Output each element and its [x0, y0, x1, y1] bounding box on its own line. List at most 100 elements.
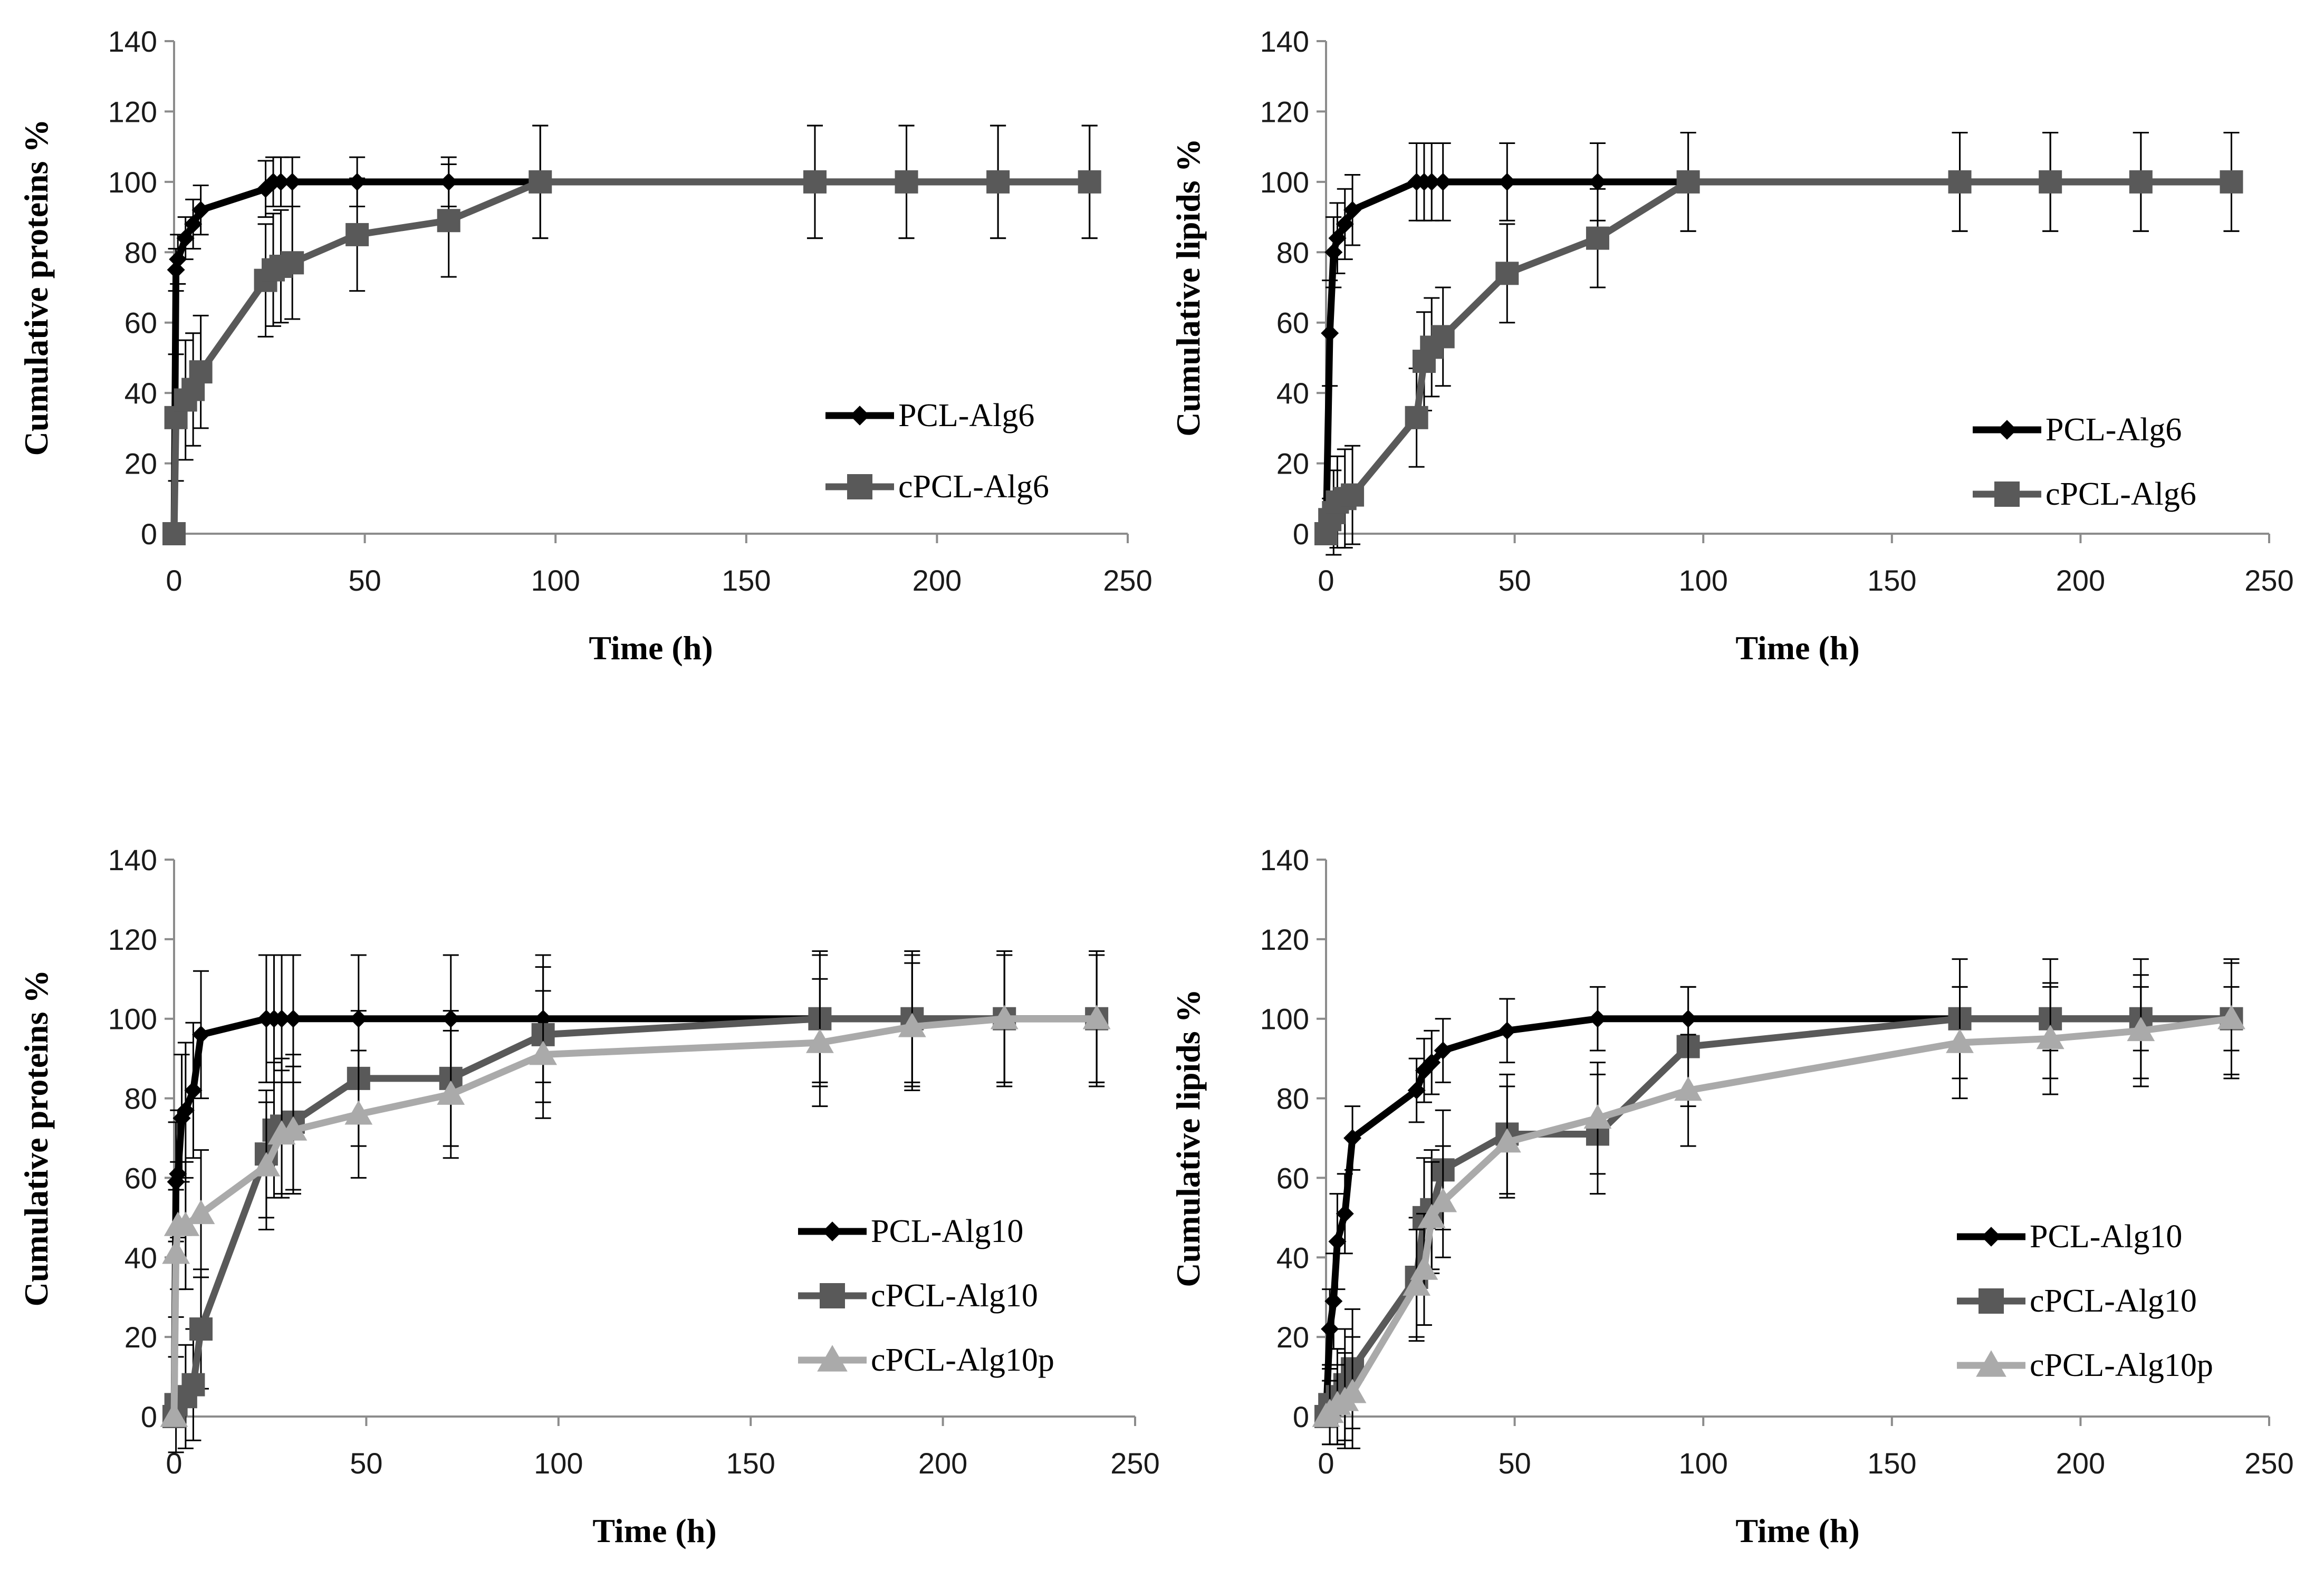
y-tick-label: 140 [108, 25, 157, 58]
data-point [162, 522, 186, 545]
legend-marker [1997, 420, 2017, 440]
legend-item: cPCL-Alg10 [1957, 1283, 2197, 1319]
legend-item: cPCL-Alg6 [1973, 476, 2196, 512]
legend-marker [1976, 1350, 2006, 1377]
x-tick-label: 100 [531, 564, 580, 597]
data-point [2039, 170, 2062, 194]
data-point [344, 1100, 373, 1125]
data-point [169, 250, 187, 268]
data-point [1403, 1271, 1431, 1296]
data-point [990, 1005, 1019, 1029]
data-point [1336, 1205, 1354, 1223]
legend-item: PCL-Alg10 [798, 1213, 1023, 1249]
x-tick-label: 250 [2244, 1447, 2293, 1480]
x-tick-label: 100 [1678, 1447, 1727, 1480]
data-point [1498, 1022, 1516, 1040]
data-point [1588, 172, 1607, 191]
x-axis-title: Time (h) [1735, 1512, 1859, 1549]
y-axis-title: Cumulative lipids % [1169, 138, 1207, 436]
y-tick-label: 120 [1260, 923, 1309, 956]
y-tick-label: 80 [1276, 236, 1309, 269]
data-point [1324, 1292, 1343, 1311]
y-tick-label: 60 [1276, 306, 1309, 340]
data-point [283, 172, 302, 191]
x-tick-label: 200 [918, 1447, 967, 1480]
y-tick-label: 120 [1260, 95, 1309, 128]
x-tick-label: 100 [534, 1447, 583, 1480]
data-point [189, 360, 213, 384]
legend-marker [1979, 1288, 2004, 1314]
data-point [1493, 1128, 1521, 1153]
legend-marker [822, 1221, 842, 1241]
data-point [162, 1239, 190, 1264]
data-point [529, 1041, 558, 1065]
y-tick-label: 120 [108, 95, 157, 128]
y-tick-label: 60 [124, 1161, 157, 1195]
data-point [1328, 1232, 1347, 1251]
y-tick-label: 20 [124, 1321, 157, 1354]
data-point [2217, 1005, 2245, 1029]
legend-marker [1994, 481, 2020, 507]
data-point [1423, 1053, 1441, 1072]
data-point [345, 223, 369, 246]
data-point [281, 251, 304, 275]
x-tick-label: 50 [1498, 1447, 1531, 1480]
data-point [1338, 1379, 1367, 1403]
y-tick-label: 100 [1260, 1003, 1309, 1036]
x-tick-label: 250 [2244, 564, 2293, 597]
data-point [437, 209, 460, 233]
data-point [898, 1013, 926, 1037]
data-point [272, 172, 290, 191]
legend-item: PCL-Alg6 [825, 398, 1034, 434]
y-tick-label: 60 [1276, 1161, 1309, 1195]
legend-label: cPCL-Alg10p [2030, 1347, 2213, 1383]
x-tick-label: 0 [1318, 564, 1334, 597]
x-tick-label: 200 [913, 564, 962, 597]
data-point [1341, 483, 1365, 507]
legend-label: PCL-Alg6 [898, 398, 1034, 434]
y-tick-label: 20 [1276, 1321, 1309, 1354]
y-tick-label: 100 [1260, 166, 1309, 199]
y-axis-title: Cumulative proteins % [17, 119, 55, 456]
data-point [1324, 243, 1343, 262]
legend-marker [847, 474, 872, 499]
x-tick-label: 150 [1867, 564, 1916, 597]
data-point [2127, 1016, 2155, 1042]
legend-marker [1981, 1227, 2001, 1247]
data-point [1676, 170, 1700, 194]
data-point [284, 1009, 302, 1028]
legend-label: cPCL-Alg10p [871, 1342, 1054, 1378]
data-point [1498, 172, 1516, 191]
x-tick-label: 200 [2056, 1447, 2105, 1480]
data-point [189, 1317, 213, 1341]
data-point [1946, 1028, 1974, 1053]
y-tick-label: 20 [124, 447, 157, 480]
legend-label: cPCL-Alg10 [871, 1278, 1038, 1314]
data-point [160, 1402, 188, 1427]
data-point [1588, 1009, 1607, 1028]
x-tick-label: 50 [350, 1447, 382, 1480]
legend-marker [820, 1283, 845, 1308]
x-tick-label: 150 [726, 1447, 775, 1480]
data-point [895, 170, 918, 194]
data-point [2129, 170, 2153, 194]
data-point [986, 170, 1010, 194]
data-point [803, 170, 827, 194]
x-tick-label: 0 [166, 564, 182, 597]
x-tick-label: 150 [1867, 1447, 1916, 1480]
data-point [1343, 201, 1362, 219]
y-tick-label: 0 [1293, 517, 1309, 551]
y-tick-label: 80 [124, 1082, 157, 1115]
data-point [1321, 324, 1339, 342]
data-point [1343, 1129, 1362, 1147]
legend-marker [817, 1345, 848, 1372]
legend-item: cPCL-Alg10p [1957, 1347, 2213, 1383]
data-point [176, 1101, 195, 1120]
y-axis-title: Cumulative proteins % [17, 970, 55, 1307]
legend-item: cPCL-Alg6 [825, 469, 1049, 505]
data-point [1583, 1104, 1612, 1129]
legend-label: PCL-Alg10 [2030, 1219, 2182, 1255]
data-point [1082, 1005, 1111, 1029]
